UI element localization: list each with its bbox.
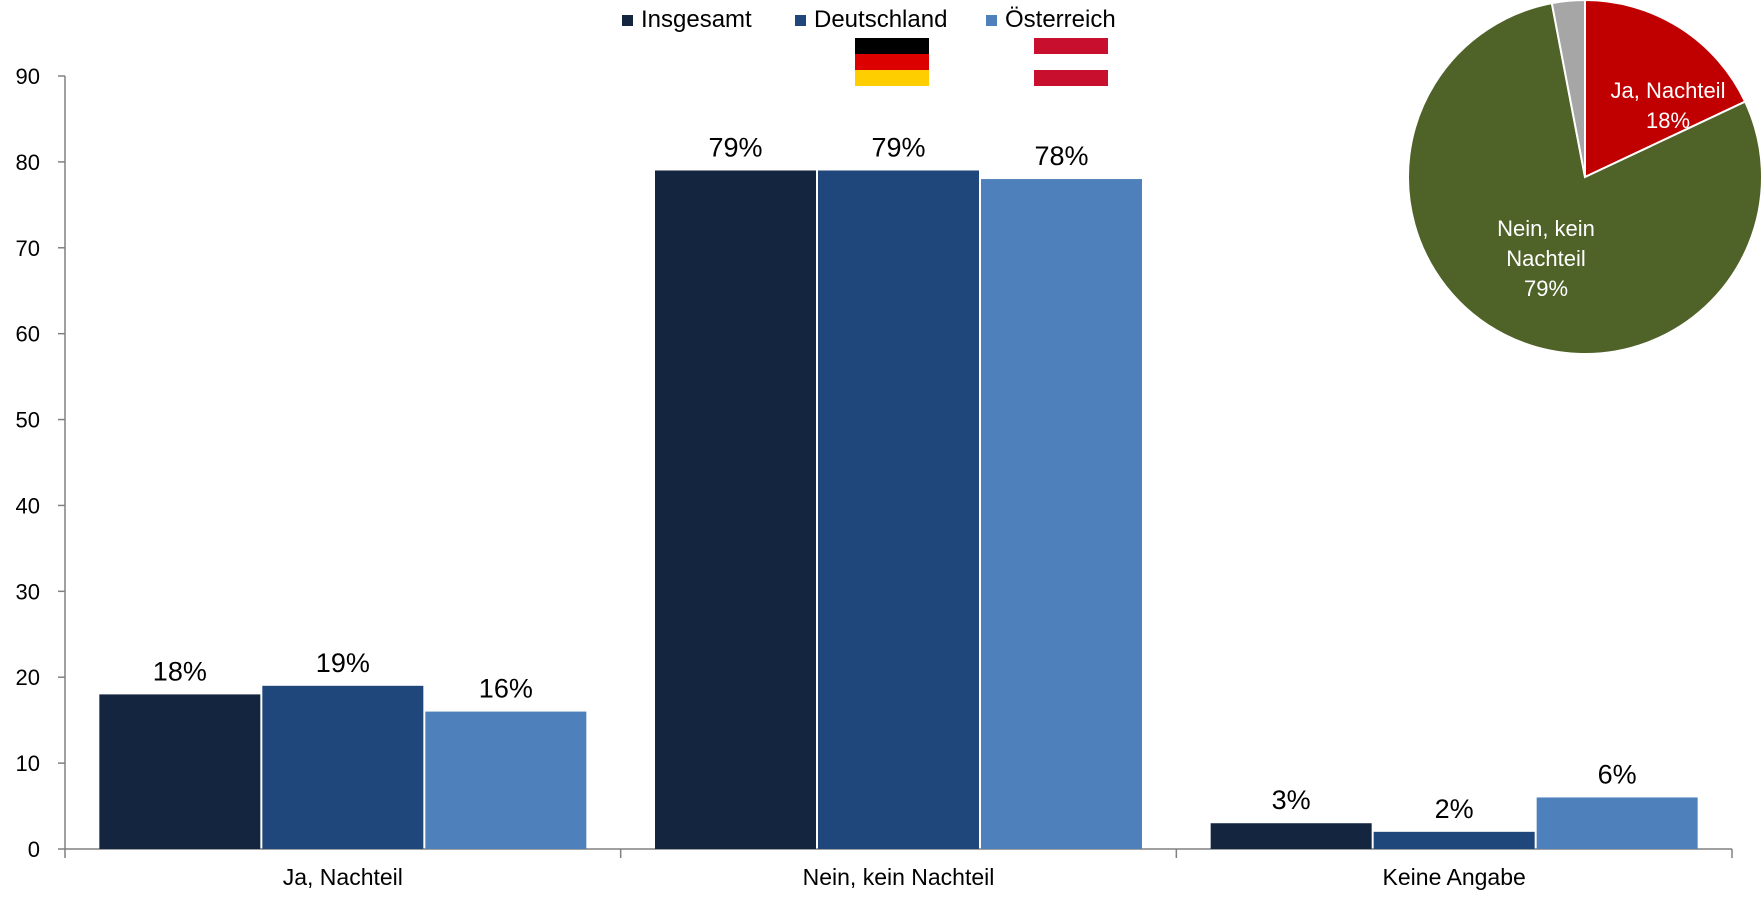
pie-value-label: 18%: [1646, 108, 1690, 133]
data-label: 6%: [1598, 759, 1637, 789]
chart-legend: Insgesamt Deutschland Österreich: [0, 6, 1764, 36]
austria-flag-icon: [1034, 38, 1108, 86]
bar: [981, 179, 1142, 850]
data-label: 79%: [871, 132, 925, 162]
legend-swatch: [986, 14, 997, 26]
legend-swatch: [622, 14, 633, 26]
x-tick-label: Ja, Nachteil: [283, 864, 403, 890]
data-label: 19%: [316, 648, 370, 678]
legend-label: Deutschland: [814, 6, 948, 33]
y-tick-label: 20: [16, 665, 40, 690]
y-tick-label: 40: [16, 493, 40, 518]
data-label: 78%: [1034, 141, 1088, 171]
data-label: 79%: [708, 132, 762, 162]
data-label: 16%: [479, 674, 533, 704]
y-tick-label: 30: [16, 579, 40, 604]
pie-slice: [1584, 0, 1747, 179]
bar: [99, 694, 261, 849]
bar: [1536, 797, 1698, 849]
y-tick-label: 10: [16, 751, 40, 776]
legend-label: Insgesamt: [641, 6, 752, 33]
pie-value-label: 79%: [1524, 276, 1568, 301]
bar: [425, 711, 587, 849]
pie-label: Nachteil: [1506, 246, 1585, 271]
legend-item-deutschland: Deutschland: [795, 6, 947, 34]
data-label: 2%: [1435, 794, 1474, 824]
bar: [1373, 831, 1535, 849]
germany-flag-icon: [855, 38, 929, 86]
pie-label: Ja, Nachteil: [1611, 78, 1726, 103]
data-label: 18%: [153, 656, 207, 686]
y-tick-label: 0: [28, 837, 40, 862]
pie-slice: [1550, 0, 1586, 178]
x-tick-label: Keine Angabe: [1383, 864, 1526, 890]
y-tick-label: 80: [16, 150, 40, 175]
bar: [1210, 823, 1372, 849]
data-label: 3%: [1272, 785, 1311, 815]
bar: [655, 170, 816, 849]
legend-item-insgesamt: Insgesamt: [622, 6, 752, 34]
pie-slice: [1407, 1, 1763, 355]
y-tick-label: 90: [16, 64, 40, 89]
legend-swatch: [795, 14, 806, 26]
x-tick-label: Nein, kein Nachteil: [803, 864, 995, 890]
bar: [818, 170, 979, 849]
y-tick-label: 60: [16, 322, 40, 347]
pie-label: Nein, kein: [1497, 216, 1595, 241]
bar: [262, 685, 424, 849]
legend-item-oesterreich: Österreich: [986, 6, 1116, 34]
legend-label: Österreich: [1005, 6, 1116, 33]
y-tick-label: 70: [16, 236, 40, 261]
y-tick-label: 50: [16, 408, 40, 433]
